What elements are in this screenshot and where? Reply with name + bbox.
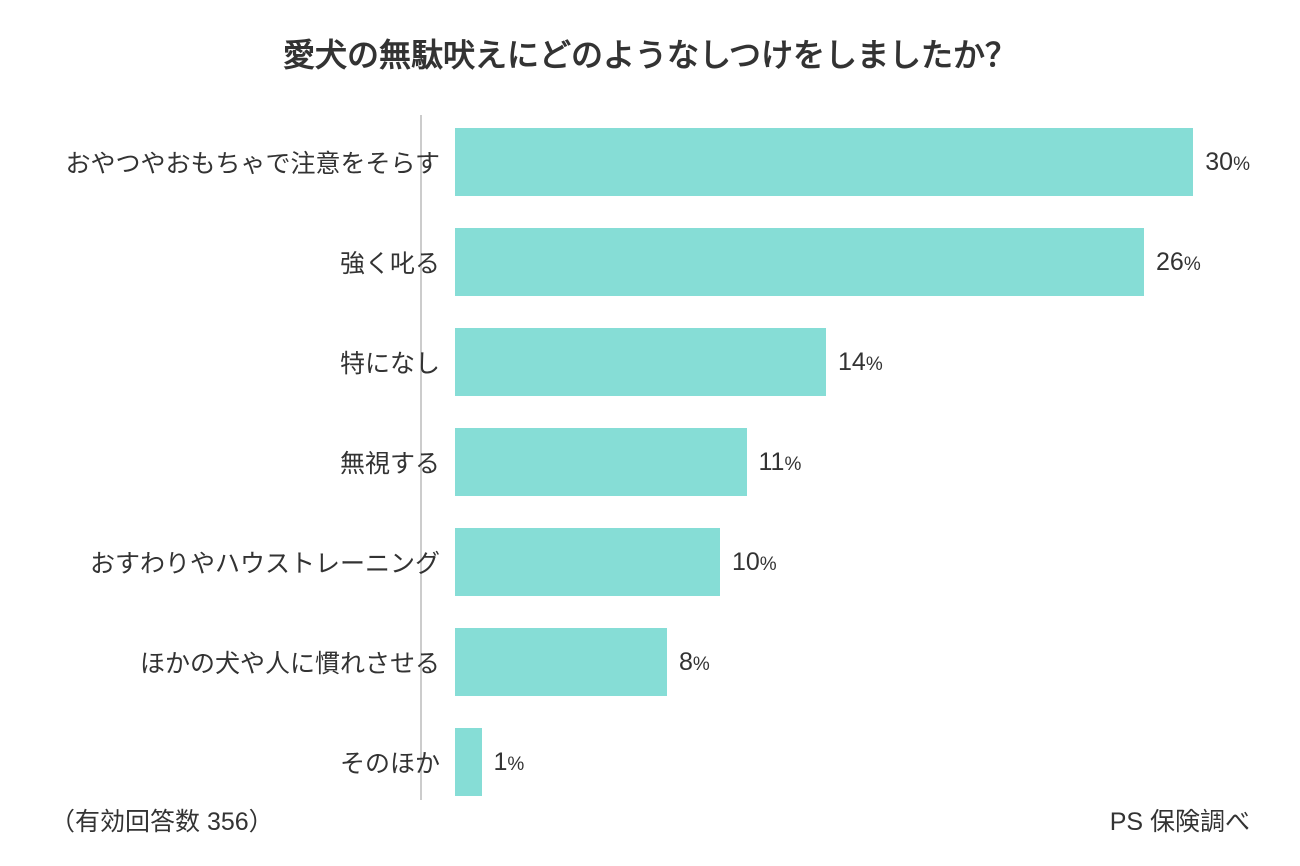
bar-row: おすわりやハウストレーニング 10% [50, 526, 1250, 598]
bar-fill [455, 128, 1193, 196]
bar-value: 26% [1156, 248, 1201, 277]
bar-value: 8% [679, 648, 710, 677]
chart-container: 愛犬の無駄吠えにどのようなしつけをしましたか？ おやつやおもちゃで注意をそらす … [0, 0, 1300, 866]
bar-label: ほかの犬や人に慣れさせる [50, 644, 455, 680]
bar-fill [455, 628, 667, 696]
bar-track: 1% [455, 726, 1250, 798]
bars-region: おやつやおもちゃで注意をそらす 30% 強く叱る 26% 特になし 14% 無視… [50, 126, 1250, 798]
bar-label: そのほか [50, 744, 455, 780]
bar-row: 無視する 11% [50, 426, 1250, 498]
chart-title: 愛犬の無駄吠えにどのようなしつけをしましたか？ [50, 30, 1250, 76]
bar-track: 26% [455, 226, 1250, 298]
footer-right: PS 保険調べ [1110, 802, 1250, 838]
bar-fill [455, 228, 1144, 296]
bar-track: 30% [455, 126, 1250, 198]
bar-value: 30% [1205, 148, 1250, 177]
bar-fill [455, 528, 720, 596]
bar-row: そのほか 1% [50, 726, 1250, 798]
bar-value: 14% [838, 348, 883, 377]
bar-track: 11% [455, 426, 1250, 498]
footer-left: （有効回答数 356） [50, 802, 274, 838]
bar-label: おやつやおもちゃで注意をそらす [50, 144, 455, 180]
bar-track: 14% [455, 326, 1250, 398]
bar-value: 1% [494, 748, 525, 777]
bar-label: おすわりやハウストレーニング [50, 544, 455, 580]
bar-fill [455, 328, 826, 396]
bar-label: 無視する [50, 444, 455, 480]
bar-row: 強く叱る 26% [50, 226, 1250, 298]
bar-row: おやつやおもちゃで注意をそらす 30% [50, 126, 1250, 198]
bar-track: 10% [455, 526, 1250, 598]
bar-label: 強く叱る [50, 244, 455, 280]
bar-row: ほかの犬や人に慣れさせる 8% [50, 626, 1250, 698]
bar-label: 特になし [50, 344, 455, 380]
bar-value: 11% [759, 448, 802, 477]
bar-track: 8% [455, 626, 1250, 698]
bar-fill [455, 428, 747, 496]
bar-value: 10% [732, 548, 777, 577]
chart-footer: （有効回答数 356） PS 保険調べ [50, 802, 1250, 838]
bar-fill [455, 728, 482, 796]
bar-row: 特になし 14% [50, 326, 1250, 398]
